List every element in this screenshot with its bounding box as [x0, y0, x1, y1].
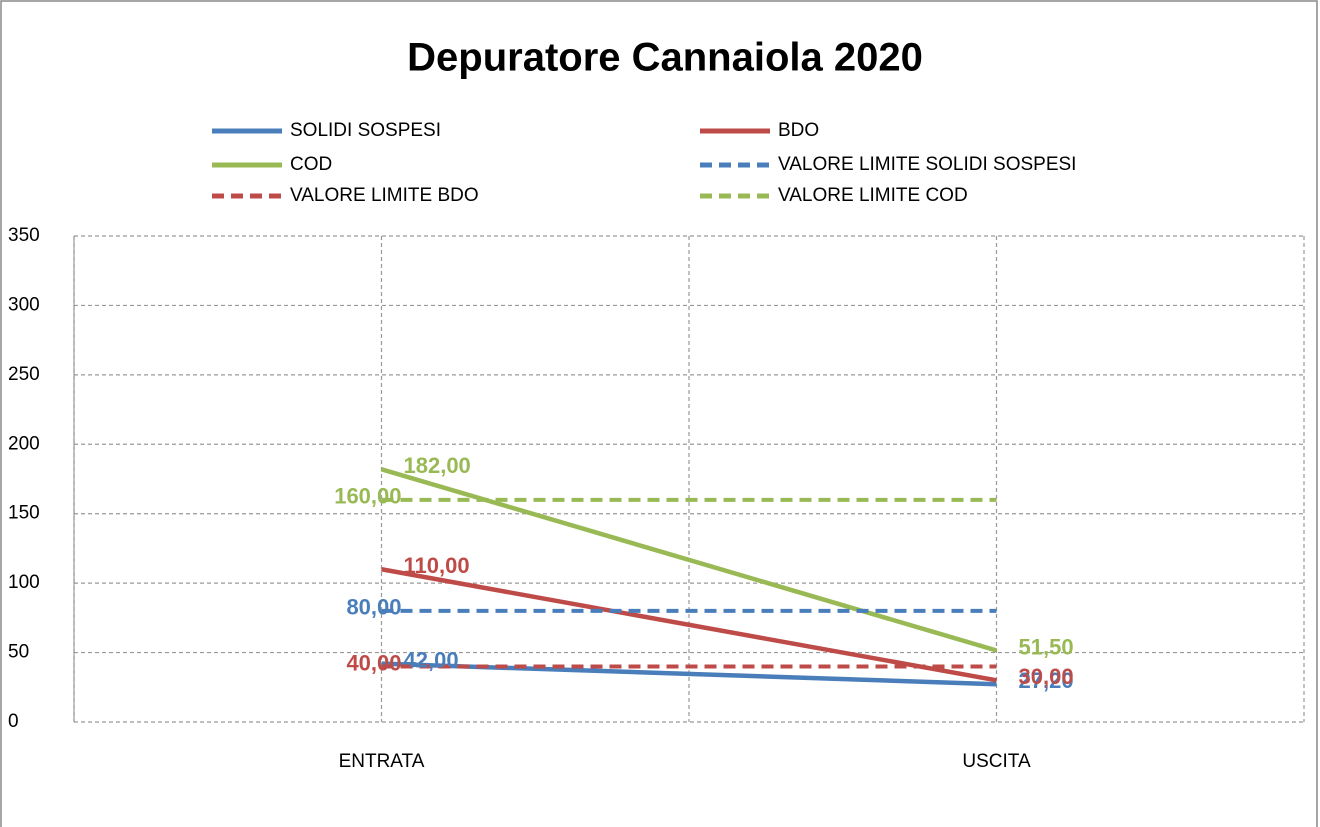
- y-tick-label: 100: [8, 572, 40, 593]
- y-tick-label: 300: [8, 294, 40, 315]
- chart-title: Depuratore Cannaiola 2020: [407, 36, 923, 80]
- legend-label: VALORE LIMITE SOLIDI SOSPESI: [778, 154, 1076, 175]
- legend-label: VALORE LIMITE BDO: [290, 185, 479, 206]
- data-label: 80,00: [346, 595, 401, 620]
- y-tick-label: 250: [8, 364, 40, 385]
- data-label: 160,00: [334, 484, 401, 509]
- y-tick-label: 50: [8, 642, 29, 663]
- y-tick-label: 0: [8, 711, 19, 732]
- data-label: 40,00: [346, 650, 401, 675]
- series-line: [381, 567, 997, 683]
- x-tick-label: USCITA: [962, 751, 1031, 772]
- y-tick-label: 200: [8, 433, 40, 454]
- legend-label: VALORE LIMITE COD: [778, 185, 968, 206]
- data-label: 182,00: [404, 453, 471, 478]
- data-label: 51,50: [1019, 634, 1074, 659]
- legend-label: SOLIDI SOSPESI: [290, 120, 441, 141]
- x-tick-label: ENTRATA: [339, 751, 425, 772]
- data-label: 42,00: [404, 647, 459, 672]
- data-label: 27,20: [1019, 668, 1074, 693]
- y-tick-label: 350: [8, 225, 40, 246]
- data-label: 30,00: [1019, 664, 1074, 689]
- data-label: 110,00: [404, 553, 470, 578]
- y-tick-label: 150: [8, 503, 40, 524]
- legend-label: COD: [290, 154, 332, 175]
- legend-label: BDO: [778, 120, 819, 141]
